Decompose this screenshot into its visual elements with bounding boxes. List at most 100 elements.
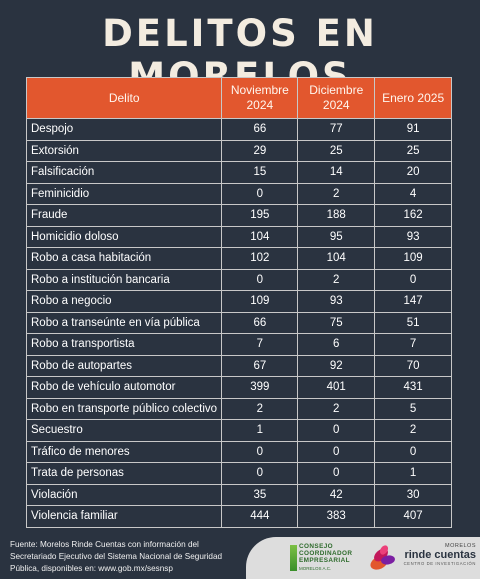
- table-row: Robo a transportista 7 6 7: [25, 333, 452, 356]
- table-row: Fraude 195 188 162: [25, 204, 452, 227]
- logos-panel: CONSEJO COORDINADOR EMPRESARIAL MORELOS …: [246, 537, 480, 579]
- cell-diciembre-2024: 42: [297, 483, 376, 506]
- cell-enero-2025: 2: [374, 419, 452, 442]
- cell-noviembre-2024: 102: [221, 247, 299, 270]
- cell-diciembre-2024: 188: [297, 204, 376, 227]
- morelos-rinde-cuentas-logo: MORELOS rinde cuentas CENTRO DE INVESTIG…: [368, 541, 476, 575]
- cell-diciembre-2024: 77: [297, 118, 376, 141]
- cell-noviembre-2024: 399: [221, 376, 299, 399]
- source-note: Fuente: Morelos Rinde Cuentas con inform…: [10, 539, 246, 575]
- cell-diciembre-2024: 2: [297, 268, 376, 291]
- table-row: Tráfico de menores 0 0 0: [25, 440, 452, 463]
- cell-noviembre-2024: 66: [221, 311, 299, 334]
- cell-noviembre-2024: 195: [221, 204, 299, 227]
- cell-enero-2025: 30: [374, 483, 452, 506]
- cell-delito: Robo en transporte público colectivo: [25, 397, 223, 420]
- cell-delito: Violencia familiar: [25, 505, 223, 528]
- table-row: Robo a institución bancaria 0 2 0: [25, 268, 452, 291]
- cell-noviembre-2024: 35: [221, 483, 299, 506]
- cell-delito: Robo de autopartes: [25, 354, 223, 377]
- source-line: Secretariado Ejecutivo del Sistema Nacio…: [10, 552, 223, 561]
- cell-enero-2025: 147: [374, 290, 452, 313]
- cell-noviembre-2024: 15: [221, 161, 299, 184]
- page-title: DELITOS EN MORELOS: [102, 12, 378, 98]
- table-row: Robo en transporte público colectivo 2 2 5: [25, 397, 452, 420]
- column-header-enero-2025: Enero 2025: [374, 77, 452, 119]
- table-body: Despojo 66 77 91 Extorsión 29 25 25 Falsificació…: [25, 118, 452, 528]
- column-header-diciembre-2024: Diciembre 2024: [297, 77, 376, 119]
- source-line: Pública, disponibles en: www.gob.mx/sesn…: [10, 564, 173, 573]
- mrc-logo-main-text: rinde cuentas: [404, 549, 476, 561]
- cell-diciembre-2024: 14: [297, 161, 376, 184]
- table-row: Robo de autopartes 67 92 70: [25, 354, 452, 377]
- cce-logo-text: CONSEJO: [299, 543, 334, 550]
- cell-delito: Robo a institución bancaria: [25, 268, 223, 291]
- cell-diciembre-2024: 383: [297, 505, 376, 528]
- cce-logo-mark: [290, 545, 297, 571]
- table-row: Despojo 66 77 91: [25, 118, 452, 141]
- cell-noviembre-2024: 0: [221, 462, 299, 485]
- column-header-noviembre-2024: Noviembre 2024: [221, 77, 299, 119]
- cell-delito: Robo a casa habitación: [25, 247, 223, 270]
- cell-diciembre-2024: 0: [297, 419, 376, 442]
- cell-delito: Secuestro: [25, 419, 223, 442]
- mrc-logo-sub-text: CENTRO DE INVESTIGACIÓN: [403, 561, 476, 566]
- cell-delito: Robo a transportista: [25, 333, 223, 356]
- cell-noviembre-2024: 67: [221, 354, 299, 377]
- cce-logo-text: COORDINADOR: [299, 550, 353, 558]
- mrc-logo-top-text: MORELOS: [444, 543, 476, 549]
- table-row: Secuestro 1 0 2: [25, 419, 452, 442]
- cell-diciembre-2024: 2: [297, 397, 376, 420]
- cell-delito: Falsificación: [25, 161, 223, 184]
- table-row: Robo a transeúnte en vía pública 66 75 51: [25, 311, 452, 334]
- cell-enero-2025: 93: [374, 225, 452, 248]
- cell-delito: Homicidio doloso: [25, 225, 223, 248]
- cell-diciembre-2024: 95: [297, 225, 376, 248]
- cell-diciembre-2024: 0: [297, 462, 376, 485]
- cell-noviembre-2024: 1: [221, 419, 299, 442]
- cell-delito: Violación: [25, 483, 223, 506]
- cce-logo-text: EMPRESARIAL: [299, 557, 350, 565]
- cell-enero-2025: 4: [374, 182, 452, 205]
- cell-delito: Trata de personas: [25, 462, 223, 485]
- cell-diciembre-2024: 25: [297, 139, 376, 162]
- table-row: Violencia familiar 444 383 407: [25, 505, 452, 528]
- table-header-row: Delito Noviembre 2024 Diciembre 2024 Ene…: [25, 77, 452, 119]
- cell-enero-2025: 70: [374, 354, 452, 377]
- cell-delito: Tráfico de menores: [25, 440, 223, 463]
- cell-enero-2025: 1: [374, 462, 452, 485]
- source-line: Fuente: Morelos Rinde Cuentas con inform…: [10, 540, 199, 549]
- cell-noviembre-2024: 29: [221, 139, 299, 162]
- table-row: Falsificación 15 14 20: [25, 161, 452, 184]
- cell-enero-2025: 162: [374, 204, 452, 227]
- cell-enero-2025: 51: [374, 311, 452, 334]
- table-row: Robo a negocio 109 93 147: [25, 290, 452, 313]
- cell-noviembre-2024: 444: [221, 505, 299, 528]
- cell-delito: Feminicidio: [25, 182, 223, 205]
- cell-delito: Robo de vehículo automotor: [25, 376, 223, 399]
- cell-diciembre-2024: 401: [297, 376, 376, 399]
- cell-noviembre-2024: 109: [221, 290, 299, 313]
- cell-enero-2025: 91: [374, 118, 452, 141]
- cell-delito: Extorsión: [25, 139, 223, 162]
- cell-noviembre-2024: 0: [221, 440, 299, 463]
- cell-noviembre-2024: 7: [221, 333, 299, 356]
- cell-noviembre-2024: 104: [221, 225, 299, 248]
- morelos-rinde-cuentas-mark-icon: [370, 545, 395, 570]
- cell-enero-2025: 25: [374, 139, 452, 162]
- cell-enero-2025: 5: [374, 397, 452, 420]
- table-row: Homicidio doloso 104 95 93: [25, 225, 452, 248]
- table-row: Violación 35 42 30: [25, 483, 452, 506]
- cell-diciembre-2024: 75: [297, 311, 376, 334]
- table-row: Robo a casa habitación 102 104 109: [25, 247, 452, 270]
- cell-noviembre-2024: 0: [221, 182, 299, 205]
- cell-noviembre-2024: 66: [221, 118, 299, 141]
- table-row: Trata de personas 0 0 1: [25, 462, 452, 485]
- table-row: Robo de vehículo automotor 399 401 431: [25, 376, 452, 399]
- column-header-delito: Delito: [25, 77, 223, 119]
- cell-noviembre-2024: 0: [221, 268, 299, 291]
- cell-enero-2025: 0: [374, 440, 452, 463]
- cell-delito: Robo a negocio: [25, 290, 223, 313]
- cell-enero-2025: 109: [374, 247, 452, 270]
- cell-enero-2025: 407: [374, 505, 452, 528]
